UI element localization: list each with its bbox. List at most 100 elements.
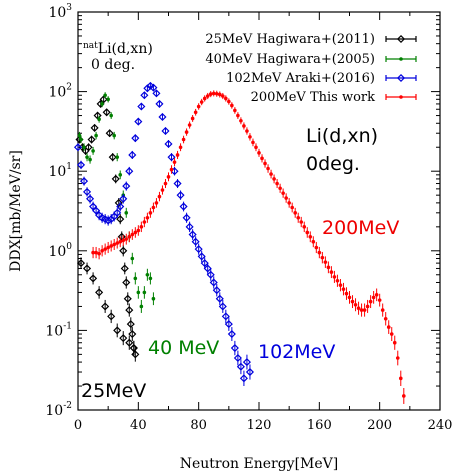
- data-point: [104, 216, 113, 225]
- data-point: [125, 167, 134, 176]
- data-point: [151, 205, 156, 210]
- data-point: [101, 302, 110, 311]
- data-point: [121, 238, 126, 243]
- data-point: [205, 94, 210, 98]
- reaction-label: natLi(d,xn): [83, 41, 153, 57]
- data-point: [239, 118, 243, 123]
- data-point: [181, 137, 186, 142]
- data-point: [402, 394, 406, 398]
- data-point: [365, 304, 370, 309]
- data-point: [208, 92, 213, 96]
- data-point: [245, 129, 249, 133]
- data-point: [124, 237, 129, 241]
- data-point: [395, 356, 400, 360]
- data-point: [374, 293, 379, 297]
- data-point: [224, 96, 228, 101]
- x-tick-label: 160: [307, 418, 332, 433]
- data-point: [233, 353, 242, 363]
- data-point: [136, 290, 141, 295]
- data-point: [142, 290, 147, 295]
- data-point: [92, 206, 101, 215]
- data-point: [338, 283, 343, 287]
- data-point: [87, 135, 96, 144]
- data-point: [326, 265, 331, 270]
- data-point: [203, 264, 212, 273]
- data-point: [199, 100, 204, 104]
- data-point: [88, 157, 92, 162]
- data-point: [380, 308, 385, 312]
- data-point: [224, 320, 233, 329]
- reaction-label-main: Li(d,xn): [98, 41, 153, 57]
- annotation-25mev: 25MeV: [81, 380, 146, 402]
- data-point: [287, 201, 291, 205]
- data-point: [188, 230, 197, 239]
- data-point: [371, 295, 376, 300]
- data-point: [115, 155, 120, 159]
- data-point: [77, 133, 82, 138]
- data-point: [136, 228, 141, 233]
- data-point: [230, 103, 234, 108]
- data-point: [125, 338, 134, 347]
- data-point: [248, 135, 252, 139]
- data-point: [383, 316, 388, 321]
- data-point: [245, 367, 254, 377]
- data-point: [129, 344, 138, 353]
- data-point: [284, 196, 288, 200]
- data-point: [97, 251, 101, 256]
- data-point: [106, 245, 110, 250]
- data-point: [173, 179, 182, 188]
- data-point: [152, 89, 161, 98]
- data-point: [86, 194, 95, 203]
- annotation-200mev: 200MeV: [322, 217, 399, 239]
- data-point: [111, 174, 120, 183]
- legend-marker-3: [399, 95, 403, 99]
- x-tick-label: 240: [428, 418, 453, 433]
- data-point: [133, 230, 138, 235]
- data-point: [112, 133, 116, 138]
- data-point: [103, 247, 107, 251]
- data-point: [91, 149, 95, 153]
- data-point: [119, 334, 128, 343]
- data-point: [118, 239, 123, 244]
- data-point: [108, 153, 117, 162]
- data-point: [194, 245, 203, 254]
- annotation-40mev: 40 MeV: [148, 337, 219, 359]
- data-point: [118, 173, 123, 177]
- data-point: [211, 91, 216, 96]
- annotation-reaction: Li(d,xn): [306, 125, 378, 147]
- data-point: [302, 225, 307, 229]
- x-axis-title: Neutron Energy[MeV]: [180, 456, 339, 472]
- data-point: [305, 230, 310, 235]
- data-point: [95, 288, 104, 297]
- data-point: [164, 139, 173, 148]
- annotation-angle: 0deg.: [306, 153, 360, 175]
- data-point: [308, 234, 313, 239]
- data-point: [120, 264, 129, 273]
- y-axis-title: DDX[mb/MeV/sr]: [8, 150, 24, 272]
- data-point: [131, 350, 140, 359]
- data-point: [161, 126, 170, 136]
- data-point: [148, 211, 153, 215]
- y-tick-label: 101: [48, 162, 72, 180]
- data-point: [227, 329, 236, 339]
- data-point: [251, 140, 255, 145]
- legend-entry-0-label: 25MeV Hagiwara+(2011): [205, 32, 375, 47]
- reaction-label-angle: 0 deg.: [91, 57, 135, 73]
- data-point: [236, 362, 245, 371]
- data-point: [149, 83, 158, 92]
- legend-entry-3-label: 200MeV This work: [251, 90, 376, 105]
- data-point: [392, 340, 397, 345]
- data-point: [353, 302, 358, 307]
- data-point: [281, 191, 285, 195]
- legend-markers: [385, 34, 417, 100]
- data-point: [377, 298, 382, 302]
- data-point: [215, 294, 224, 303]
- series-3: [91, 90, 406, 404]
- data-point: [83, 264, 92, 273]
- data-point: [143, 84, 152, 93]
- data-point: [184, 130, 189, 134]
- data-point: [122, 182, 131, 191]
- data-point: [311, 239, 316, 244]
- data-point: [155, 99, 164, 108]
